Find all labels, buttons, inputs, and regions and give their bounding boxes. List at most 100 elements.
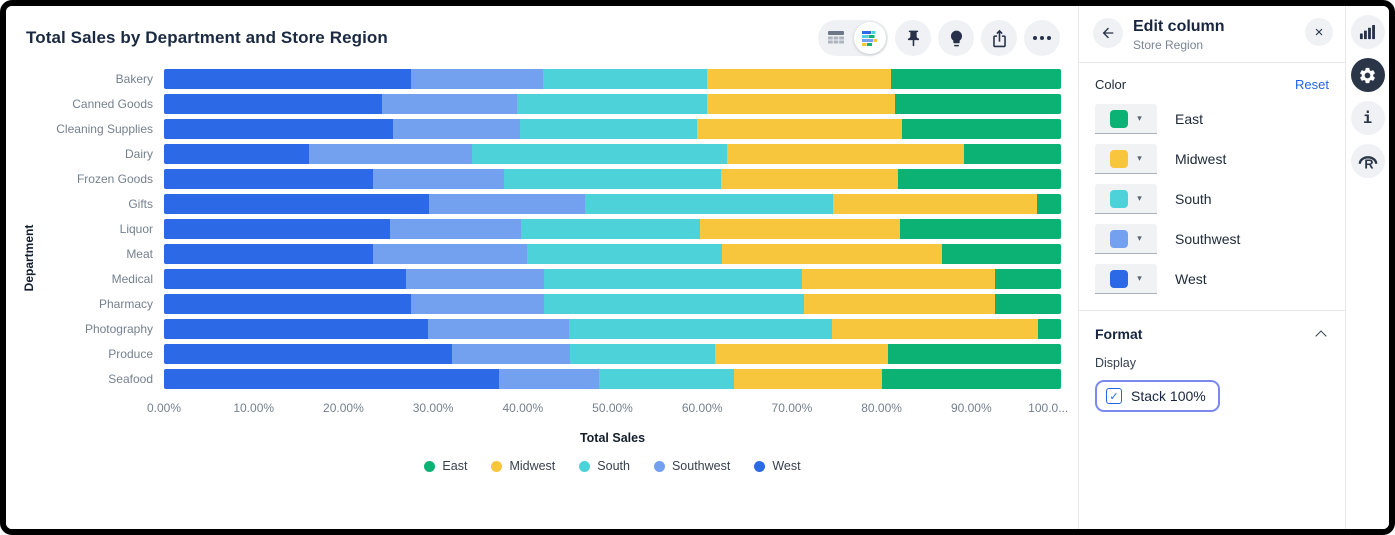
bar-segment-southwest[interactable] [406,268,545,289]
pin-button[interactable] [895,20,931,56]
bar-segment-east[interactable] [887,343,1061,364]
more-button[interactable] [1024,20,1060,56]
bar-segment-south[interactable] [527,243,722,264]
bar-segment-southwest[interactable] [381,93,518,114]
bar-segment-midwest[interactable] [706,93,896,114]
x-tick-label: 0.00% [146,401,182,415]
bar-segment-west[interactable] [164,68,411,89]
bar-segment-southwest[interactable] [451,343,571,364]
bar-segment-south[interactable] [544,268,802,289]
bar-segment-midwest[interactable] [832,318,1038,339]
bar-segment-south[interactable] [569,318,833,339]
legend-item-south[interactable]: South [579,459,630,473]
bar-segment-southwest[interactable] [373,168,504,189]
bar-segment-south[interactable] [503,168,722,189]
bar-segment-midwest[interactable] [804,293,995,314]
bar-segment-east[interactable] [897,168,1061,189]
bar-segment-east[interactable] [881,368,1061,389]
legend-item-midwest[interactable]: Midwest [491,459,555,473]
color-swatch-dropdown-southwest[interactable]: ▾ [1095,224,1157,254]
bar-segment-south[interactable] [570,343,715,364]
info-button[interactable]: i [1350,101,1385,135]
bar-segment-west[interactable] [164,143,310,164]
bar-segment-southwest[interactable] [499,368,600,389]
bar-segment-west[interactable] [164,318,428,339]
bar-segment-west[interactable] [164,193,429,214]
bar-segment-southwest[interactable] [392,118,521,139]
bar-segment-south[interactable] [599,368,734,389]
bar-segment-southwest[interactable] [428,193,585,214]
bar-segment-midwest[interactable] [727,143,965,164]
element-properties-button[interactable] [1350,15,1385,49]
bar-segment-west[interactable] [164,93,382,114]
legend-item-east[interactable]: East [424,459,467,473]
color-swatch-dropdown-midwest[interactable]: ▾ [1095,144,1157,174]
bar-segment-south[interactable] [471,143,728,164]
bar-segment-west[interactable] [164,218,391,239]
back-button[interactable] [1093,18,1123,48]
bar-segment-southwest[interactable] [373,243,528,264]
legend-item-west[interactable]: West [754,459,801,473]
bar-segment-east[interactable] [902,118,1061,139]
bar-segment-midwest[interactable] [700,218,901,239]
color-swatch-dropdown-east[interactable]: ▾ [1095,104,1157,134]
table-grid-icon [828,31,844,44]
bar-segment-southwest[interactable] [410,68,544,89]
bar-segment-west[interactable] [164,243,373,264]
bar-segment-east[interactable] [994,268,1061,289]
bar-segment-south[interactable] [584,193,834,214]
chart-view-button[interactable] [854,22,886,54]
color-swatch-dropdown-south[interactable]: ▾ [1095,184,1157,214]
color-row-label: West [1175,271,1207,287]
bar-segment-midwest[interactable] [721,243,942,264]
format-section-header[interactable]: Format [1095,326,1329,342]
bar-segment-midwest[interactable] [721,168,898,189]
explore-button[interactable] [938,20,974,56]
x-axis: 0.00% 10.00% 20.00% 30.00% 40.00% 50.00% 60.00… [147,401,1068,421]
legend-item-southwest[interactable]: Southwest [653,459,730,473]
bar-segment-west[interactable] [164,368,500,389]
bar-segment-west[interactable] [164,293,411,314]
stack-100-control[interactable]: ✓ Stack 100% [1095,380,1220,412]
bar-segment-south[interactable] [520,218,701,239]
bar-segment-southwest[interactable] [309,143,472,164]
settings-button[interactable] [1350,58,1385,92]
color-row-label: Midwest [1175,151,1227,167]
share-button[interactable] [981,20,1017,56]
bar-segment-southwest[interactable] [390,218,521,239]
bar-segment-south[interactable] [544,293,805,314]
close-button[interactable]: × [1305,18,1333,46]
bar-segment-midwest[interactable] [706,68,892,89]
bar-segment-midwest[interactable] [714,343,888,364]
pin-icon [907,30,919,46]
bar-segment-midwest[interactable] [833,193,1037,214]
bar-segment-west[interactable] [164,343,452,364]
table-view-button[interactable] [820,22,852,54]
panel-titles: Edit column Store Region [1133,18,1295,52]
bar-segment-midwest[interactable] [801,268,995,289]
bar-segment-west[interactable] [164,118,393,139]
bar-segment-midwest[interactable] [733,368,882,389]
bar-segment-southwest[interactable] [410,293,545,314]
bar-track [164,143,1061,164]
bar-segment-west[interactable] [164,168,373,189]
bar-segment-southwest[interactable] [427,318,570,339]
bar-segment-south[interactable] [517,93,707,114]
bar-segment-midwest[interactable] [696,118,903,139]
r-console-button[interactable]: R [1350,144,1385,178]
bar-segment-east[interactable] [900,218,1061,239]
bar-segment-east[interactable] [994,293,1061,314]
bar-segment-south[interactable] [520,118,697,139]
bar-segment-east[interactable] [1036,193,1061,214]
bar-segment-east[interactable] [895,93,1061,114]
bar-track [164,193,1061,214]
bar-segment-west[interactable] [164,268,407,289]
color-swatch-dropdown-west[interactable]: ▾ [1095,264,1157,294]
stack-100-checkbox[interactable]: ✓ [1106,388,1122,404]
bar-segment-east[interactable] [1037,318,1061,339]
reset-link[interactable]: Reset [1295,77,1329,92]
bar-segment-south[interactable] [543,68,707,89]
bar-segment-east[interactable] [964,143,1061,164]
bar-segment-east[interactable] [891,68,1061,89]
bar-segment-east[interactable] [941,243,1061,264]
